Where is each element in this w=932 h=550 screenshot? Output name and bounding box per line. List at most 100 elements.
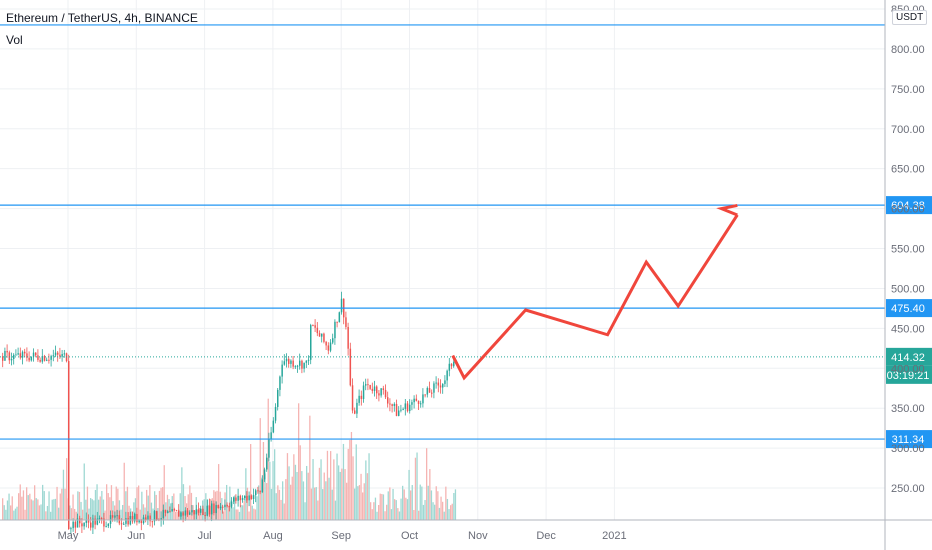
volume-bar <box>298 403 300 520</box>
candle-body <box>398 410 400 416</box>
volume-bar <box>336 453 338 520</box>
currency-label[interactable]: USDT <box>892 10 928 25</box>
volume-bar <box>397 508 399 520</box>
level-label: 475.40 <box>891 303 925 315</box>
candle-body <box>30 356 33 361</box>
candle-body <box>261 479 264 493</box>
volume-bar <box>139 509 141 520</box>
volume-bar <box>283 503 285 520</box>
candle-body <box>6 350 8 353</box>
candle-body <box>195 509 198 515</box>
volume-bar <box>355 444 357 520</box>
volume-bar <box>390 509 393 520</box>
volume-bar <box>230 500 233 520</box>
candle-body <box>431 392 433 394</box>
volume-bar <box>402 485 404 520</box>
volume-bar <box>323 472 325 520</box>
volume-bar <box>77 491 79 520</box>
horizontal-levels[interactable]: 604.38 475.40 311.34 <box>0 24 932 449</box>
volume-bar <box>48 491 50 520</box>
candle-body <box>61 354 63 357</box>
volume-bar <box>146 489 148 520</box>
volume-bar <box>242 505 244 520</box>
candle-body <box>334 321 336 339</box>
volume-bar <box>158 490 161 520</box>
candle-body <box>400 409 402 411</box>
time-tick-label: Jun <box>127 530 145 542</box>
candle-body <box>116 515 118 517</box>
candle-body <box>305 360 308 363</box>
candle-body <box>2 356 4 361</box>
volume-bar <box>442 501 444 520</box>
volume-bar <box>346 482 348 520</box>
volume-bar <box>61 488 63 520</box>
projection-arrow[interactable] <box>451 203 739 381</box>
volume-bar <box>21 496 23 520</box>
candle-body <box>367 384 369 386</box>
volume-bar <box>58 507 60 520</box>
volume-bar <box>32 500 34 520</box>
volume-bar <box>2 498 4 520</box>
volume-bar <box>64 488 66 520</box>
countdown-label: 03:19:21 <box>887 370 930 382</box>
candle-body <box>39 359 41 362</box>
candle-body <box>37 355 39 360</box>
candle-body <box>35 352 37 356</box>
volume-bar <box>179 493 181 520</box>
candle-body <box>340 298 343 313</box>
volume-bar <box>317 500 319 520</box>
volume-bar <box>189 485 191 520</box>
candle-body <box>285 358 288 362</box>
candle-body <box>204 515 206 517</box>
volume-bar <box>374 497 377 520</box>
volume-bar <box>117 488 119 520</box>
volume-bar <box>243 500 245 520</box>
volume-bar <box>53 499 55 520</box>
volume-bar <box>194 510 196 520</box>
volume-bar <box>163 465 165 520</box>
candle-body <box>283 361 286 365</box>
volume-bar <box>334 500 337 520</box>
volume-bar <box>246 487 249 520</box>
volume-bar <box>26 487 28 520</box>
volume-bar <box>122 504 124 520</box>
volume-bar <box>275 493 277 520</box>
candle-body <box>336 321 338 323</box>
volume-bar <box>272 461 274 520</box>
volume-bar <box>280 499 282 520</box>
volume-bar <box>229 486 231 520</box>
volume-bar <box>376 511 378 520</box>
candle-body <box>50 356 52 360</box>
candle-body <box>250 495 253 499</box>
candle-body <box>376 386 378 394</box>
price-tick-label: 350.00 <box>891 403 925 415</box>
candle-body <box>182 512 184 516</box>
volume-bar <box>435 486 437 520</box>
volume-bar <box>155 494 157 520</box>
candle-body <box>281 364 283 377</box>
candle-body <box>164 509 167 513</box>
volume-bar <box>99 496 101 520</box>
volume-bar <box>266 483 268 520</box>
candle-body <box>96 518 99 525</box>
candle-body <box>215 505 217 514</box>
volume-bar <box>96 484 98 520</box>
candle-body <box>442 383 444 388</box>
volume-bar <box>237 509 239 520</box>
volume-bar <box>349 439 351 520</box>
volume-bar <box>301 471 303 520</box>
volume-bar <box>387 491 389 520</box>
volume-bar <box>296 471 298 520</box>
volume-bar <box>352 456 354 520</box>
volume-bar <box>270 488 273 520</box>
volume-bar <box>286 453 289 520</box>
candle-body <box>219 506 222 509</box>
volume-bar <box>250 444 252 520</box>
volume-bar <box>437 491 439 520</box>
volume-bar <box>379 493 381 520</box>
volume-bar <box>450 505 452 520</box>
candle-body <box>26 353 28 358</box>
volume-bar <box>24 509 26 520</box>
